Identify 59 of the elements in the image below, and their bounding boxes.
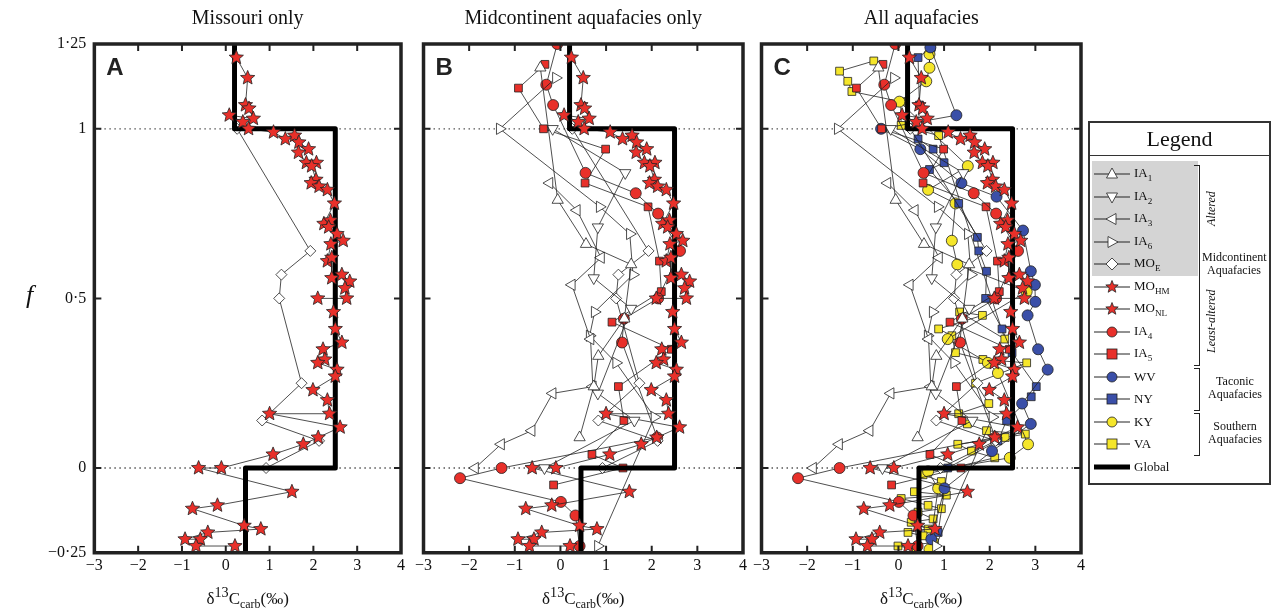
x-tick-label: 2: [647, 555, 656, 573]
legend-label: MO$_{NL}$: [1134, 300, 1168, 318]
x-tick-label: 2: [985, 555, 994, 573]
text: Southern Aquafacies: [1203, 419, 1267, 446]
x-tick-label: 3: [353, 555, 362, 573]
x-tick-label: 4: [739, 555, 747, 573]
annotation: C: [773, 52, 791, 80]
x-tick-label: 3: [693, 555, 702, 573]
legend-label: WV: [1134, 368, 1156, 385]
legend-title: Legend: [1090, 123, 1269, 156]
legend-label: IA$_{5}$: [1134, 345, 1153, 363]
y-tick-label: 1: [78, 119, 87, 136]
x-tick-label: −3: [753, 555, 771, 573]
x-tick-label: 0: [221, 555, 230, 573]
y-axis-title: f: [26, 280, 34, 311]
chart-title: All aquafacies: [862, 6, 980, 29]
y-tick-label: 1·25: [57, 34, 87, 52]
chart-title: Missouri only: [190, 6, 305, 29]
legend-label: IA$_{3}$: [1134, 210, 1153, 228]
legend-label: IA$_{2}$: [1134, 187, 1153, 206]
text: Altered: [1204, 190, 1219, 226]
legend-label: KY: [1134, 413, 1153, 430]
x-tick-label: −2: [129, 555, 147, 573]
text: Least-altered: [1204, 288, 1219, 353]
x-tick-label: 0: [556, 555, 565, 573]
y-tick-label: 0·5: [65, 288, 87, 306]
legend-label: MO$_{E}$: [1134, 255, 1161, 273]
x-tick-label: 4: [397, 555, 405, 573]
x-tick-label: 0: [894, 555, 903, 573]
y-tick-label: −0·25: [47, 543, 87, 560]
legend-label: IA$_{4}$: [1134, 322, 1153, 341]
x-tick-label: 1: [940, 555, 949, 573]
x-tick-label: −2: [460, 555, 478, 573]
legend-label: NY: [1134, 391, 1153, 407]
x-tick-label: −1: [506, 555, 524, 573]
x-axis-title: δ$^{13}$C$_{carb}$(‰): [541, 584, 626, 612]
x-tick-label: 4: [1077, 555, 1085, 573]
legend-label: MO$_{HM}$: [1134, 277, 1170, 296]
legend-label: Global: [1134, 458, 1170, 475]
x-tick-label: 1: [265, 555, 274, 573]
text: Midcontinent Aquafacies: [1202, 250, 1267, 278]
x-tick-label: −1: [173, 555, 191, 573]
x-axis-title: δ$^{13}$C$_{carb}$(‰): [879, 584, 964, 612]
x-tick-label: −1: [844, 555, 862, 573]
x-tick-label: −2: [798, 555, 816, 573]
x-tick-label: −3: [415, 555, 433, 573]
legend-label: IA$_{6}$: [1134, 232, 1153, 251]
annotation: B: [435, 52, 453, 80]
x-axis-title: δ$^{13}$C$_{carb}$(‰): [205, 584, 290, 612]
x-tick-label: −3: [85, 555, 103, 573]
legend-label: IA$_{1}$: [1134, 165, 1153, 183]
x-tick-label: 1: [602, 555, 611, 573]
chart-title: Midcontinent aquafacies only: [463, 6, 704, 29]
x-tick-label: 2: [309, 555, 318, 573]
x-tick-label: 3: [1031, 555, 1040, 573]
legend-label: VA: [1134, 436, 1152, 452]
text: Taconic Aquafacies: [1203, 374, 1267, 401]
annotation: A: [106, 52, 124, 80]
y-tick-label: 0: [78, 458, 87, 476]
